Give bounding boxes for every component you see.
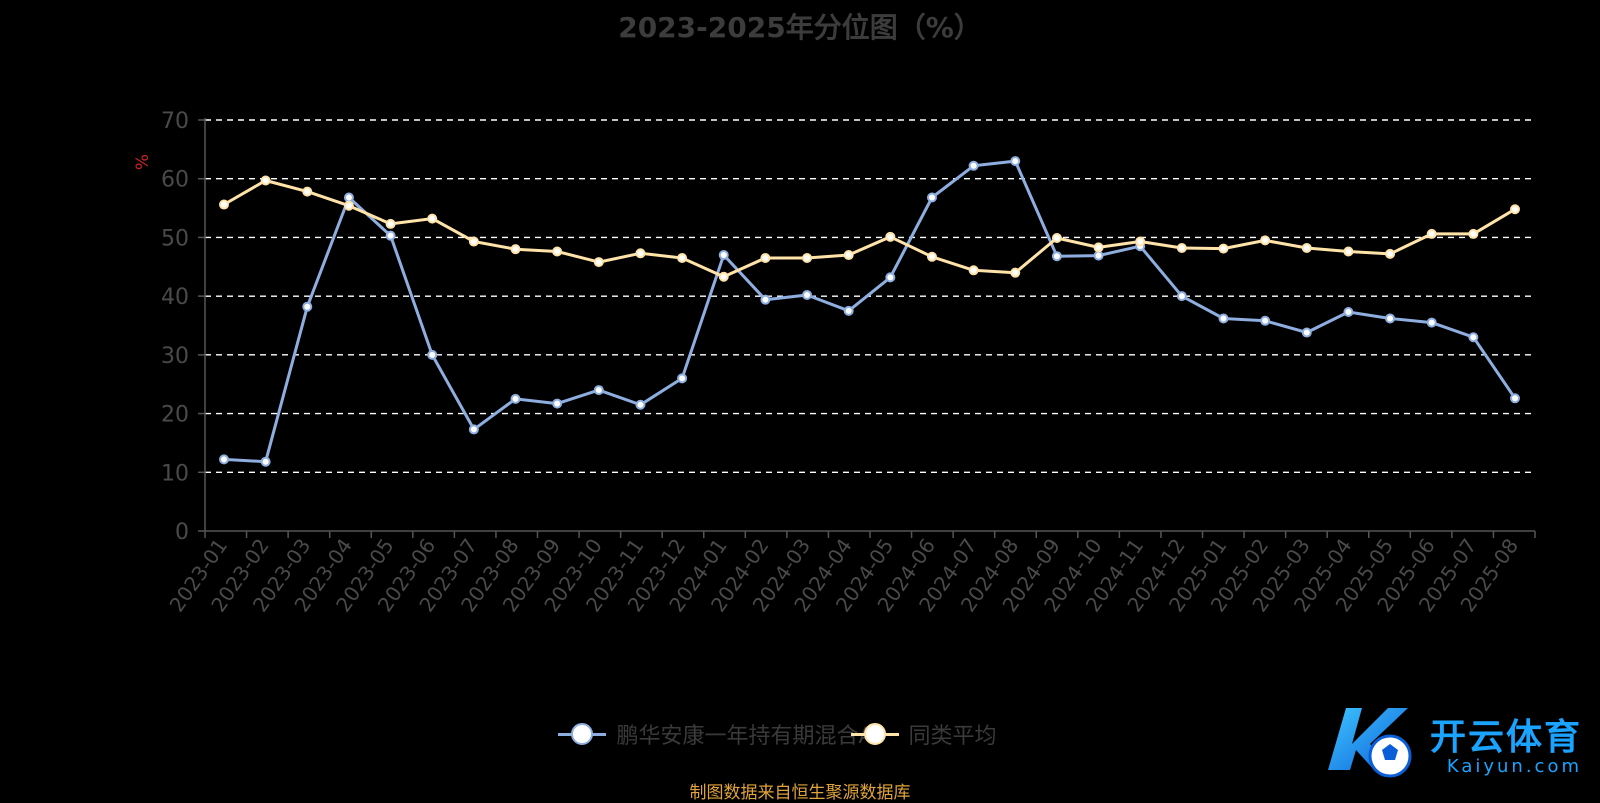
data-point-a xyxy=(635,399,646,410)
data-point-a xyxy=(385,230,396,241)
watermark-en: Kaiyun.com xyxy=(1446,755,1582,777)
data-point-b xyxy=(427,213,438,224)
data-point-b xyxy=(510,244,521,255)
data-point-a xyxy=(1176,291,1187,302)
data-point-b xyxy=(1218,243,1229,254)
data-point-b xyxy=(302,186,313,197)
watermark-logo: 开云体育 Kaiyun.com xyxy=(1318,700,1582,784)
data-point-b xyxy=(843,250,854,261)
data-point-a xyxy=(1385,313,1396,324)
data-point-b xyxy=(1343,246,1354,257)
data-point-b xyxy=(1426,228,1437,239)
data-point-b xyxy=(1301,242,1312,253)
data-point-a xyxy=(885,272,896,283)
y-tick-label-50: 50 xyxy=(161,226,189,251)
data-point-a xyxy=(968,160,979,171)
legend-swatch-series-b xyxy=(850,723,899,745)
kaiyun-logo-icon xyxy=(1327,708,1412,778)
legend-swatch-series-a xyxy=(558,723,607,745)
legend-item-series-a[interactable]: 鹏华安康一年持有期混合A xyxy=(558,718,874,750)
data-point-a xyxy=(1093,250,1104,261)
data-point-b xyxy=(468,236,479,247)
series-points xyxy=(219,156,1520,467)
legend: 鹏华安康一年持有期混合A 同类平均 xyxy=(0,718,1600,750)
data-point-b xyxy=(718,271,729,282)
series-line-b xyxy=(223,179,1516,279)
y-tick-label-60: 60 xyxy=(161,168,189,193)
legend-label-series-a: 鹏华安康一年持有期混合A xyxy=(616,724,874,749)
series-line-a xyxy=(223,159,1517,464)
series-lines xyxy=(223,159,1517,464)
y-tick-label-20: 20 xyxy=(161,403,189,428)
data-point-a xyxy=(1301,327,1312,338)
y-tick-labels: 0 10 20 30 40 50 60 70 xyxy=(161,109,189,545)
axes: % xyxy=(133,118,1536,538)
data-point-a xyxy=(1510,393,1520,404)
data-point-b xyxy=(926,251,937,262)
data-point-b xyxy=(968,265,979,276)
data-point-a xyxy=(219,454,229,465)
data-point-b xyxy=(1010,267,1021,278)
data-point-b xyxy=(1260,235,1271,246)
data-point-a xyxy=(1051,251,1062,262)
data-point-b xyxy=(1093,242,1104,253)
y-tick-label-10: 10 xyxy=(161,461,189,486)
data-point-a xyxy=(1343,306,1354,317)
data-point-b xyxy=(1051,233,1062,244)
legend-label-series-b: 同类平均 xyxy=(908,724,997,749)
grid-lines xyxy=(205,119,1535,473)
chart-title: 2023-2025年分位图（%） xyxy=(618,11,982,44)
y-tick-label-70: 70 xyxy=(161,109,189,134)
data-point-b xyxy=(219,199,229,210)
watermark-cn: 开云体育 xyxy=(1429,716,1582,758)
data-point-b xyxy=(260,175,271,186)
data-point-b xyxy=(1385,248,1396,259)
y-tick-label-0: 0 xyxy=(175,520,189,545)
data-point-b xyxy=(802,252,813,263)
data-point-b xyxy=(635,248,646,259)
data-point-a xyxy=(718,250,729,261)
data-point-a xyxy=(468,424,479,435)
data-point-b xyxy=(1176,242,1187,253)
data-point-b xyxy=(885,231,896,242)
data-point-a xyxy=(552,398,563,409)
data-point-b xyxy=(1135,236,1146,247)
data-point-b xyxy=(343,200,354,211)
data-point-a xyxy=(260,456,271,467)
data-point-a xyxy=(760,294,771,305)
data-point-a xyxy=(1260,315,1271,326)
data-point-a xyxy=(302,301,313,312)
data-point-a xyxy=(343,192,354,203)
y-tick-label-30: 30 xyxy=(161,344,189,369)
data-point-a xyxy=(1426,317,1437,328)
data-point-b xyxy=(1468,228,1479,239)
source-note: 制图数据来自恒生聚源数据库 xyxy=(689,783,911,803)
data-point-a xyxy=(843,305,854,316)
data-point-a xyxy=(510,393,521,404)
data-point-a xyxy=(1010,156,1021,167)
data-point-b xyxy=(677,252,688,263)
data-point-b xyxy=(1510,204,1520,215)
y-axis-unit-label: % xyxy=(133,154,153,170)
data-point-a xyxy=(677,373,688,384)
data-point-b xyxy=(385,218,396,229)
legend-item-series-b[interactable]: 同类平均 xyxy=(850,718,997,750)
data-point-a xyxy=(593,385,604,396)
data-point-b xyxy=(593,257,604,268)
data-point-a xyxy=(926,192,937,203)
data-point-a xyxy=(1218,313,1229,324)
data-point-a xyxy=(1468,332,1479,343)
data-point-a xyxy=(802,289,813,300)
data-point-b xyxy=(552,246,563,257)
data-point-a xyxy=(427,349,438,360)
data-point-b xyxy=(760,252,771,263)
x-tick-labels: 2023-012023-022023-032023-042023-052023-… xyxy=(164,534,1523,616)
y-tick-label-40: 40 xyxy=(161,285,189,310)
